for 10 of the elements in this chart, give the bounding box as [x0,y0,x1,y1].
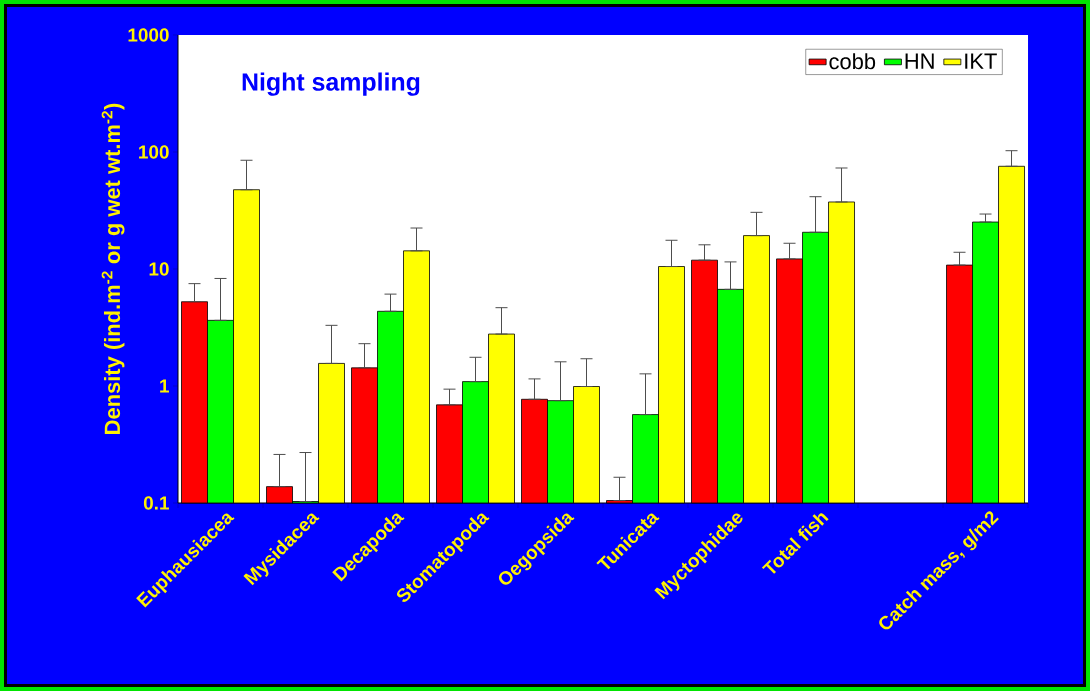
y-tick-label: 1000 [128,28,169,42]
legend-label: IKT [965,53,997,69]
text: Night sampling [242,72,420,96]
legend-label: cobb [829,53,876,70]
y-tick-label: 1 [160,379,169,393]
legend-label: HN [905,53,934,69]
y-tick-label: 10 [149,262,169,276]
y-tick-label: 100 [139,145,169,159]
y-tick-label: 0.1 [143,496,169,510]
y-axis-title: Density (ind.m$^{-2}$ or g wet wt.m$^{-2}$) [101,103,125,434]
